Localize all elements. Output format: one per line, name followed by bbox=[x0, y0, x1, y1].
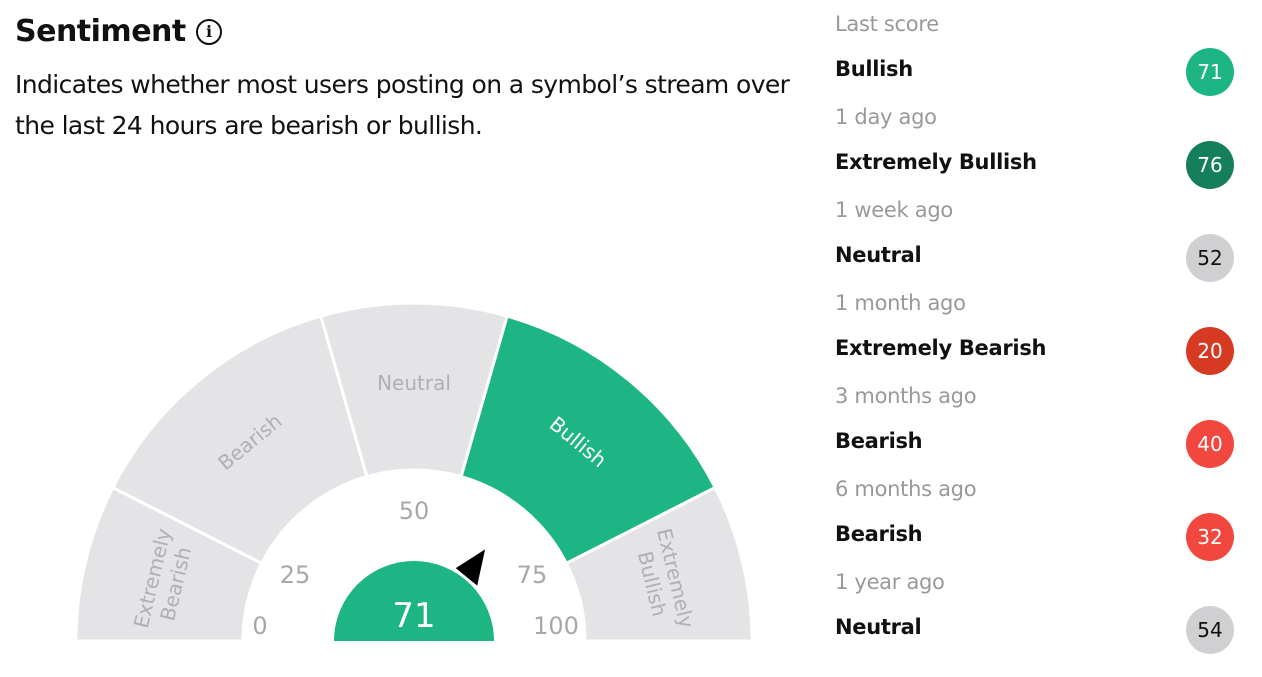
gauge-segment-label: Neutral bbox=[377, 371, 451, 395]
score-badge: 54 bbox=[1186, 606, 1234, 654]
score-badge: 20 bbox=[1186, 327, 1234, 375]
page-title: Sentiment bbox=[15, 14, 186, 49]
history-item: Last score Bullish 71 bbox=[835, 0, 1235, 96]
history-label: Bearish bbox=[835, 429, 923, 453]
history-item: 1 month ago Extremely Bearish 20 bbox=[835, 279, 1235, 375]
score-badge: 76 bbox=[1186, 141, 1234, 189]
score-badge: 40 bbox=[1186, 420, 1234, 468]
score-badge: 71 bbox=[1186, 48, 1234, 96]
gauge-tick-label: 75 bbox=[517, 561, 548, 589]
gauge-tick-label: 25 bbox=[280, 561, 311, 589]
history-item: 1 week ago Neutral 52 bbox=[835, 186, 1235, 282]
info-icon[interactable]: i bbox=[195, 18, 222, 45]
gauge-inner bbox=[243, 470, 585, 641]
gauge-base bbox=[0, 641, 830, 650]
sentiment-title: Sentiment i bbox=[15, 14, 222, 49]
history-label: Bearish bbox=[835, 522, 923, 546]
history-item: 1 day ago Extremely Bullish 76 bbox=[835, 93, 1235, 189]
gauge-pointer bbox=[455, 549, 486, 586]
history-label: Neutral bbox=[835, 243, 922, 267]
score-value: 71 bbox=[392, 596, 435, 636]
history-time: 1 month ago bbox=[835, 291, 966, 315]
history-time: 1 week ago bbox=[835, 198, 953, 222]
score-badge: 52 bbox=[1186, 234, 1234, 282]
history-label: Extremely Bearish bbox=[835, 336, 1047, 360]
history-time: Last score bbox=[835, 12, 939, 36]
history-label: Neutral bbox=[835, 615, 922, 639]
history-item: 6 months ago Bearish 32 bbox=[835, 465, 1235, 561]
history-time: 6 months ago bbox=[835, 477, 977, 501]
gauge-tick-label: 0 bbox=[252, 612, 267, 640]
history-time: 1 year ago bbox=[835, 570, 945, 594]
history-item: 3 months ago Bearish 40 bbox=[835, 372, 1235, 468]
history-item: 1 year ago Neutral 54 bbox=[835, 558, 1235, 654]
description: Indicates whether most users posting on … bbox=[15, 70, 790, 140]
gauge-tick-label: 50 bbox=[399, 497, 430, 525]
history-time: 3 months ago bbox=[835, 384, 977, 408]
gauge-tick-label: 100 bbox=[533, 612, 579, 640]
history-label: Bullish bbox=[835, 57, 913, 81]
score-circle bbox=[334, 561, 494, 641]
sentiment-gauge: ExtremelyBearishBearishNeutralBullishExt… bbox=[0, 301, 830, 650]
history-label: Extremely Bullish bbox=[835, 150, 1037, 174]
history-time: 1 day ago bbox=[835, 105, 937, 129]
score-badge: 32 bbox=[1186, 513, 1234, 561]
